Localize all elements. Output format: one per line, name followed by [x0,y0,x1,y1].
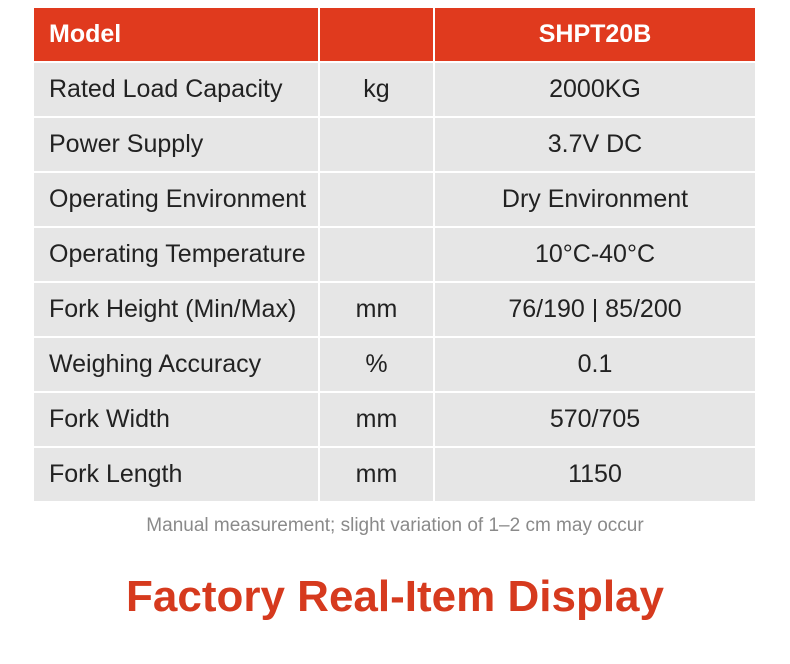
row-value: 3.7V DC [435,118,755,171]
page-title: Factory Real-Item Display [126,572,664,621]
row-label: Fork Length [34,448,318,501]
row-value: 0.1 [435,338,755,391]
row-label: Rated Load Capacity [34,63,318,116]
row-unit [320,118,433,171]
row-unit [320,173,433,226]
row-value: 1150 [435,448,755,501]
row-unit: kg [320,63,433,116]
row-label: Weighing Accuracy [34,338,318,391]
row-label: Fork Height (Min/Max) [34,283,318,336]
row-unit: mm [320,393,433,446]
row-value: 76/190 | 85/200 [435,283,755,336]
row-value: 2000KG [435,63,755,116]
note: Manual measurement; slight variation of … [146,515,644,536]
header-value: SHPT20B [435,8,755,61]
row-value: Dry Environment [435,173,755,226]
header-label: Model [34,8,318,61]
row-label: Fork Width [34,393,318,446]
row-label: Power Supply [34,118,318,171]
row-value: 10°C-40°C [435,228,755,281]
row-label: Operating Environment [34,173,318,226]
header-unit [320,8,433,61]
row-unit: mm [320,283,433,336]
row-unit: % [320,338,433,391]
spec-table: Model SHPT20B Rated Load Capacity kg 2000KG P… [34,8,755,501]
row-value: 570/705 [435,393,755,446]
row-label: Operating Temperature [34,228,318,281]
row-unit [320,228,433,281]
row-unit: mm [320,448,433,501]
